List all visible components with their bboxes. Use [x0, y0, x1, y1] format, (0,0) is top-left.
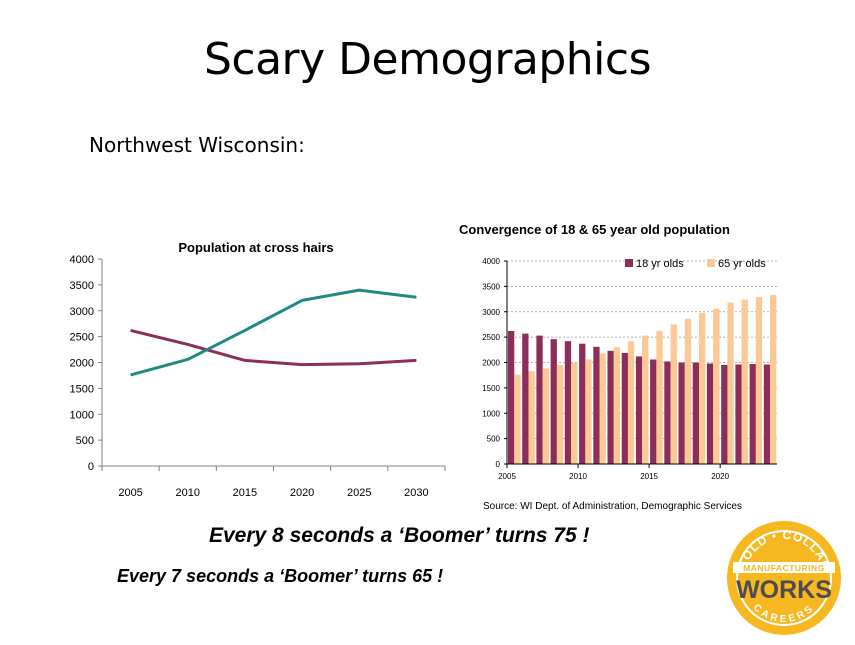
bar-65-yr-olds [699, 312, 706, 464]
bar-65-yr-olds [599, 353, 606, 464]
legend-swatch-65-yr-olds [707, 259, 715, 267]
bar-65-yr-olds [684, 318, 692, 464]
bar-65-yr-olds [585, 359, 592, 464]
bar-chart-y-tick-labels: 0 500 1000 1500 2000 2500 3000 3500 4000 [482, 257, 500, 469]
bar-65-yr-olds [770, 295, 777, 464]
x-tick-label: 2005 [498, 472, 516, 481]
y-tick-label: 3500 [482, 282, 500, 291]
bar-65-yr-olds [556, 365, 564, 464]
y-tick-label: 2000 [70, 358, 94, 370]
bar-65-yr-olds [670, 324, 677, 464]
logo-main-text: WORKS [736, 576, 832, 604]
bar-chart-legend: 18 yr olds 65 yr olds [625, 258, 766, 270]
bar-18-yr-olds [593, 346, 600, 464]
bar-65-yr-olds [713, 308, 720, 464]
y-tick-label: 1500 [482, 384, 500, 393]
bar-18-yr-olds [735, 364, 742, 464]
line-chart-y-tick-labels: 0 500 1000 1500 2000 2500 3000 3500 4000 [70, 254, 94, 473]
line-series-1 [130, 328, 417, 367]
y-tick-label: 2500 [70, 332, 94, 344]
x-tick-label: 2020 [290, 487, 314, 499]
bar-65-yr-olds [571, 363, 578, 464]
y-tick-label: 500 [76, 435, 94, 447]
bar-18-yr-olds [550, 339, 557, 464]
y-tick-label: 1000 [70, 409, 94, 421]
bar-18-yr-olds [564, 341, 572, 464]
line-chart-title: Population at cross hairs [178, 240, 333, 255]
bar-18-yr-olds [763, 364, 771, 464]
bar-18-yr-olds [664, 361, 671, 464]
x-tick-label: 2025 [347, 487, 371, 499]
bar-18-yr-olds [721, 365, 728, 464]
gold-collar-works-logo: GOLD • COLLAR MANUFACTURING WORKS CAREER… [727, 521, 841, 635]
bar-chart-bars [508, 295, 777, 464]
y-tick-label: 2000 [482, 359, 500, 368]
bar-65-yr-olds [528, 371, 535, 464]
bar-65-yr-olds [514, 374, 521, 464]
x-tick-label: 2015 [640, 472, 658, 481]
bar-65-yr-olds [542, 368, 549, 464]
bar-18-yr-olds [650, 359, 657, 464]
y-tick-label: 1000 [482, 409, 500, 418]
bar-18-yr-olds [522, 333, 529, 464]
bar-chart-axes [504, 260, 777, 468]
bar-18-yr-olds [508, 331, 515, 464]
bar-65-yr-olds [613, 347, 620, 464]
y-tick-label: 3000 [70, 306, 94, 318]
bar-18-yr-olds [706, 363, 714, 464]
y-tick-label: 0 [496, 460, 501, 469]
legend-label-65-yr-olds: 65 yr olds [718, 258, 766, 270]
y-tick-label: 4000 [482, 257, 500, 266]
bar-65-yr-olds [755, 297, 763, 464]
bar-18-yr-olds [607, 350, 614, 464]
slide-title: Scary Demographics [203, 34, 652, 85]
bar-chart-title: Convergence of 18 & 65 year old populati… [459, 222, 730, 237]
legend-swatch-18-yr-olds [625, 259, 633, 267]
bar-18-yr-olds [579, 343, 586, 464]
bar-18-yr-olds [692, 362, 699, 464]
y-tick-label: 4000 [70, 254, 94, 266]
bar-chart-source: Source: WI Dept. of Administration, Demo… [483, 501, 742, 512]
logo-band [733, 562, 835, 573]
y-tick-label: 3500 [70, 280, 94, 292]
line-chart-axes [98, 258, 446, 471]
bar-chart-x-tick-labels: 2005 2010 2015 2020 [498, 472, 730, 481]
legend-label-18-yr-olds: 18 yr olds [636, 258, 684, 270]
boomer-65-statement: Every 7 seconds a ‘Boomer’ turns 65 ! [117, 566, 444, 586]
bar-65-yr-olds [642, 335, 649, 464]
bar-65-yr-olds [727, 302, 734, 464]
y-tick-label: 3000 [482, 308, 500, 317]
bar-18-yr-olds [635, 356, 643, 464]
boomer-75-statement: Every 8 seconds a ‘Boomer’ turns 75 ! [209, 524, 590, 547]
bar-65-yr-olds [656, 331, 663, 464]
bar-18-yr-olds [749, 364, 756, 464]
bar-65-yr-olds [741, 299, 748, 464]
line-chart-series [130, 288, 417, 377]
x-tick-label: 2010 [176, 487, 200, 499]
x-tick-label: 2005 [118, 487, 142, 499]
slide-subtitle: Northwest Wisconsin: [89, 133, 305, 157]
bar-18-yr-olds [621, 352, 628, 464]
bar-65-yr-olds [627, 341, 635, 464]
bar-18-yr-olds [536, 335, 543, 464]
logo-band-text: MANUFACTURING [743, 563, 825, 573]
bar-18-yr-olds [678, 362, 685, 464]
logo-outer-ring [727, 521, 841, 635]
x-tick-label: 2015 [233, 487, 257, 499]
y-tick-label: 500 [487, 435, 501, 444]
x-tick-label: 2010 [569, 472, 587, 481]
x-tick-label: 2020 [711, 472, 729, 481]
y-tick-label: 1500 [70, 383, 94, 395]
line-chart-x-tick-labels: 2005 2010 2015 2020 2025 2030 [118, 487, 428, 499]
logo-inner-ring [736, 530, 832, 626]
bar-chart: Convergence of 18 & 65 year old populati… [459, 222, 777, 512]
y-tick-label: 2500 [482, 333, 500, 342]
line-series-2 [130, 288, 417, 377]
line-chart: Population at cross hairs 0 500 1000 1500 20… [70, 240, 446, 499]
x-tick-label: 2030 [404, 487, 428, 499]
y-tick-label: 0 [88, 461, 94, 473]
